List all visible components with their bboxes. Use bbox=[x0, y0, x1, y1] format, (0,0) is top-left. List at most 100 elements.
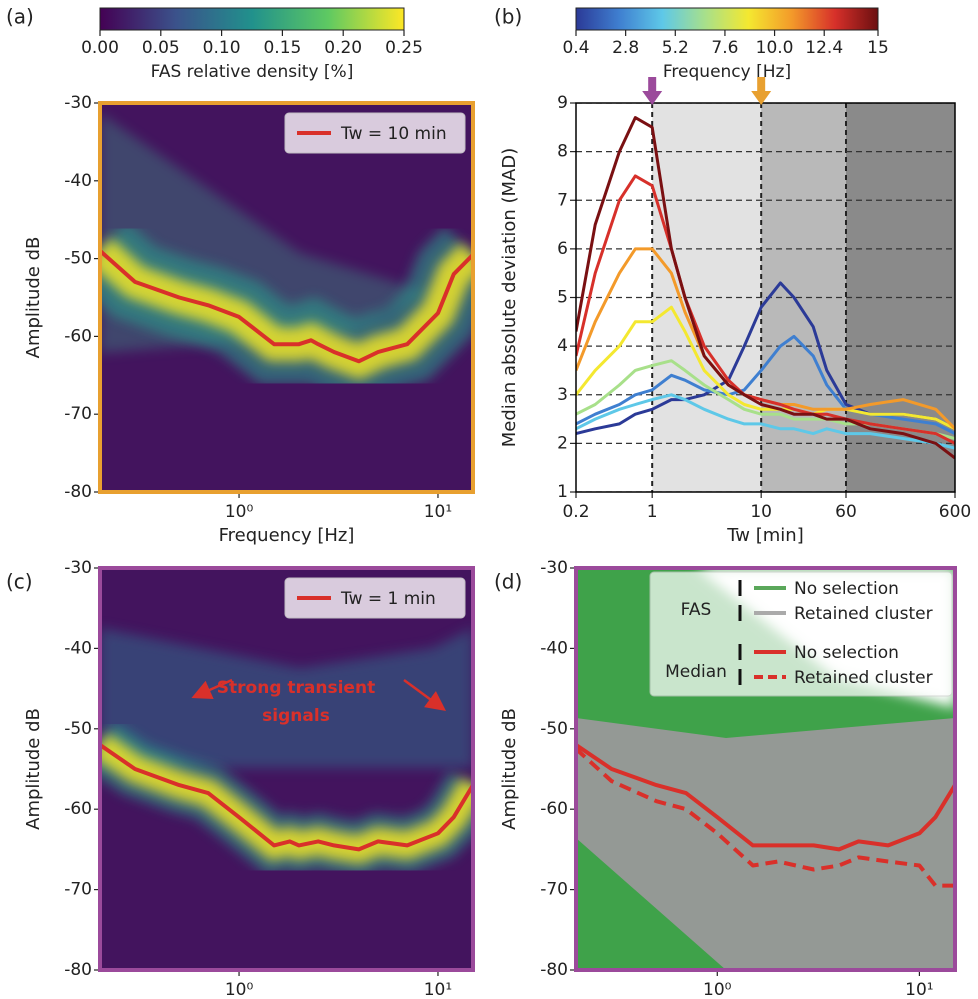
y-axis-label: Amplitude dB bbox=[23, 708, 44, 830]
y-tick-label: -70 bbox=[64, 404, 92, 424]
x-tick-label: 60 bbox=[835, 502, 857, 522]
x-tick-label: 0.2 bbox=[562, 502, 589, 522]
legend-title: FAS bbox=[681, 600, 712, 620]
y-tick-label: -60 bbox=[64, 326, 92, 346]
colorbar-tick-label: 0.20 bbox=[324, 38, 362, 58]
annotation: Strong transient bbox=[217, 678, 375, 698]
y-tick-label: -50 bbox=[64, 719, 92, 739]
colorbar-label: Frequency [Hz] bbox=[663, 62, 791, 82]
colorbar bbox=[99, 7, 405, 31]
y-tick-label: -40 bbox=[540, 638, 568, 658]
y-tick-label: 2 bbox=[557, 433, 568, 453]
y-tick-label: -80 bbox=[64, 960, 92, 980]
y-tick-label: -80 bbox=[540, 960, 568, 980]
colorbar-tick-label: 0.15 bbox=[263, 38, 301, 58]
colorbar-tick-label: 5.2 bbox=[662, 38, 689, 58]
colorbar-tick-label: 15 bbox=[867, 38, 889, 58]
colorbar-tick-label: 10.0 bbox=[756, 38, 794, 58]
x-tick-label: 10⁰ bbox=[225, 502, 254, 522]
arrow-marker bbox=[751, 77, 772, 105]
series-line bbox=[576, 174, 955, 445]
y-tick-label: -70 bbox=[540, 880, 568, 900]
series-line bbox=[576, 116, 955, 460]
panel-label: (c) bbox=[6, 570, 33, 594]
y-tick-label: -60 bbox=[540, 799, 568, 819]
legend-box bbox=[284, 577, 466, 619]
colorbar-tick-label: 0.10 bbox=[203, 38, 241, 58]
legend-label: No selection bbox=[794, 643, 899, 663]
colorbar-tick-label: 2.8 bbox=[612, 38, 639, 58]
span bbox=[761, 103, 847, 492]
x-axis-label: Tw [min] bbox=[726, 525, 803, 546]
y-tick-label: -30 bbox=[64, 558, 92, 578]
x-tick-label: 600 bbox=[939, 502, 971, 522]
colorbar-label: FAS relative density [%] bbox=[151, 62, 354, 82]
y-tick-label: 1 bbox=[557, 482, 568, 502]
panel-label: (b) bbox=[494, 5, 522, 29]
series-line bbox=[576, 743, 955, 852]
plot-area bbox=[100, 103, 473, 492]
colorbar bbox=[575, 7, 879, 31]
series-line bbox=[100, 249, 473, 364]
y-axis-label: Amplitude dB bbox=[23, 237, 44, 359]
y-tick-label: 9 bbox=[557, 93, 568, 113]
density-streaks bbox=[100, 628, 473, 768]
y-tick-label: 7 bbox=[557, 190, 568, 210]
colorbar-tick-label: 7.6 bbox=[711, 38, 738, 58]
x-tick-label: 10¹ bbox=[424, 980, 452, 999]
legend-label: Tw = 10 min bbox=[340, 124, 447, 144]
series-line bbox=[100, 743, 473, 852]
legend-box bbox=[649, 571, 953, 697]
x-axis-label: Frequency [Hz] bbox=[219, 525, 355, 546]
series-line bbox=[576, 747, 955, 888]
series-line bbox=[576, 393, 955, 450]
y-tick-label: 3 bbox=[557, 385, 568, 405]
annotation: signals bbox=[262, 706, 330, 726]
y-axis-label: Amplitude dB bbox=[499, 708, 520, 830]
plot-frame bbox=[98, 101, 475, 494]
series-line bbox=[576, 305, 955, 431]
y-axis-label: Median absolute deviation (MAD) bbox=[499, 148, 520, 447]
annotation-arrow bbox=[191, 678, 233, 700]
legend-box bbox=[284, 112, 466, 154]
colorbar-tick-label: 0.25 bbox=[385, 38, 423, 58]
colorbar-tick-label: 0.05 bbox=[142, 38, 180, 58]
panel-label: (a) bbox=[6, 5, 34, 29]
colorbar-tick-label: 12.4 bbox=[805, 38, 843, 58]
y-tick-label: 4 bbox=[557, 336, 568, 356]
legend-label: Tw = 1 min bbox=[340, 589, 436, 609]
plot-area bbox=[576, 103, 955, 492]
plot-area bbox=[100, 568, 473, 970]
plot-frame bbox=[574, 566, 957, 972]
legend-label: No selection bbox=[794, 579, 899, 599]
y-tick-label: 6 bbox=[557, 239, 568, 259]
x-tick-label: 10⁰ bbox=[703, 980, 732, 999]
x-tick-label: 10¹ bbox=[905, 980, 933, 999]
legend-title: Median bbox=[665, 662, 727, 682]
panel-label: (d) bbox=[494, 570, 522, 594]
y-tick-label: -30 bbox=[64, 93, 92, 113]
y-tick-label: 5 bbox=[557, 288, 568, 308]
y-tick-label: 8 bbox=[557, 142, 568, 162]
y-tick-label: -40 bbox=[64, 171, 92, 191]
legend-label: Retained cluster bbox=[794, 604, 933, 624]
legend-label: Retained cluster bbox=[794, 668, 933, 688]
x-tick-label: 10¹ bbox=[424, 502, 452, 522]
x-tick-label: 1 bbox=[647, 502, 658, 522]
x-tick-label: 10 bbox=[750, 502, 772, 522]
y-tick-label: -30 bbox=[540, 558, 568, 578]
y-tick-label: -70 bbox=[64, 880, 92, 900]
annotation-arrow bbox=[403, 678, 447, 711]
plot-frame bbox=[98, 566, 475, 972]
y-tick-label: -50 bbox=[540, 719, 568, 739]
arrow-marker bbox=[642, 77, 663, 105]
y-tick-label: -60 bbox=[64, 799, 92, 819]
y-tick-label: -40 bbox=[64, 638, 92, 658]
y-tick-label: -50 bbox=[64, 249, 92, 269]
colorbar-tick-label: 0.4 bbox=[562, 38, 589, 58]
y-tick-label: -80 bbox=[64, 482, 92, 502]
colorbar-tick-label: 0.00 bbox=[81, 38, 119, 58]
plot-frame bbox=[575, 102, 956, 493]
x-tick-label: 10⁰ bbox=[225, 980, 254, 999]
